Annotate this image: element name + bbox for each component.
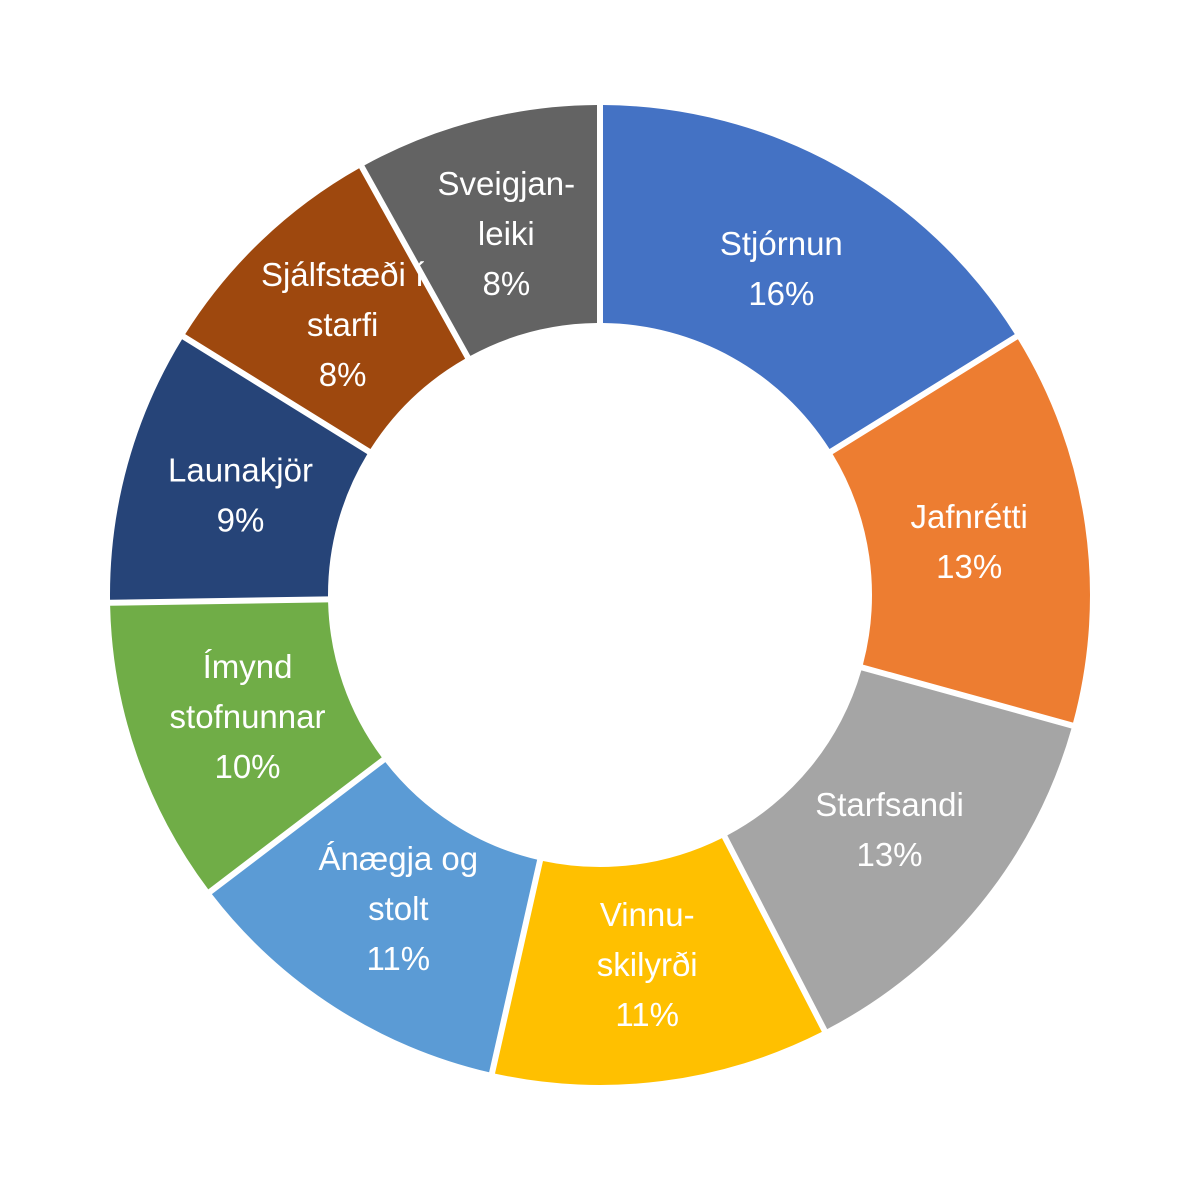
slice-label-1: Stjórnun 16% (720, 225, 843, 312)
slice-label-9: Sveigjan-leiki 8% (438, 165, 576, 302)
slice-name-line: Sveigjan- (438, 165, 576, 202)
slice-name-line: Jafnrétti (911, 498, 1028, 535)
slice-percent: 11% (615, 996, 679, 1033)
slice-name-line: stofnunnar (170, 698, 326, 735)
slice-name-line: skilyrði (597, 946, 698, 983)
slice-2 (832, 339, 1090, 723)
slice-label-8: Sjálfstæði í starfi 8% (261, 256, 424, 393)
slice-6 (110, 602, 382, 890)
slice-percent: 9% (217, 502, 265, 539)
slice-label-4: Vinnu-skilyrði 11% (597, 896, 698, 1033)
label-group: Stjórnun 16% Jafnrétti 13% Starfsandi 13% Vinn… (168, 165, 1028, 1033)
slice-3 (727, 670, 1072, 1030)
slice-label-2: Jafnrétti 13% (911, 498, 1028, 585)
slice-8 (185, 168, 466, 450)
slice-name-line: Stjórnun (720, 225, 843, 262)
slice-label-7: Launakjör 9% (168, 452, 313, 539)
slice-name-line: stolt (368, 890, 429, 927)
slice-percent: 11% (367, 940, 431, 977)
slice-percent: 13% (936, 548, 1002, 585)
slice-name-line: Launakjör (168, 452, 313, 489)
slice-name-line: Vinnu- (600, 896, 695, 933)
slice-label-3: Starfsandi 13% (815, 786, 964, 873)
slice-percent: 16% (748, 275, 814, 312)
slice-4 (494, 838, 822, 1086)
slice-1 (602, 105, 1015, 450)
slice-5 (211, 762, 538, 1073)
slice-name-line: leiki (478, 215, 535, 252)
slice-name-line: Starfsandi (815, 786, 964, 823)
slice-label-6: Ímynd stofnunnar 10% (170, 648, 326, 785)
slice-name-line: Ímynd (203, 648, 293, 685)
slice-label-5: Ánægja og stolt 11% (319, 840, 479, 977)
slice-9 (364, 105, 598, 356)
slice-percent: 8% (319, 356, 367, 393)
slice-percent: 10% (214, 748, 280, 785)
slice-percent: 13% (856, 836, 922, 873)
slice-7 (110, 339, 368, 600)
slice-name-line: starfi (307, 306, 379, 343)
slice-group (110, 105, 1090, 1086)
slice-percent: 8% (482, 265, 530, 302)
slice-name-line: Ánægja og (319, 840, 479, 877)
slice-name-line: Sjálfstæði í (261, 256, 424, 293)
